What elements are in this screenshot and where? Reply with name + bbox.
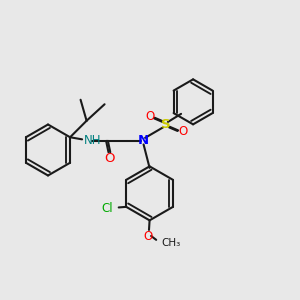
Text: O: O — [104, 152, 114, 165]
Text: O: O — [143, 230, 153, 243]
Text: O: O — [178, 125, 187, 138]
Text: N: N — [138, 134, 149, 147]
Text: S: S — [161, 118, 171, 131]
Text: NH: NH — [84, 134, 101, 147]
Text: Cl: Cl — [101, 202, 113, 215]
Text: O: O — [145, 110, 154, 123]
Text: CH₃: CH₃ — [161, 238, 180, 248]
